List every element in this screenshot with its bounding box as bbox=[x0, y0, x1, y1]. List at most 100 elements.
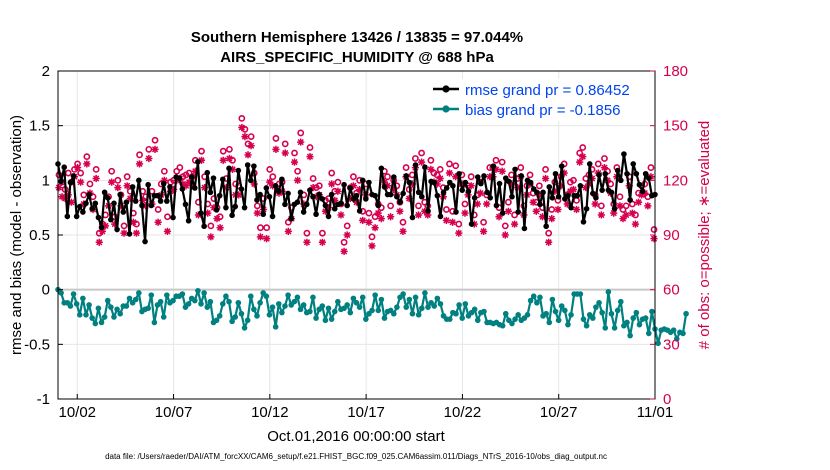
bias-point bbox=[593, 304, 599, 310]
obs-possible-point bbox=[263, 224, 271, 232]
rmse-point bbox=[645, 175, 652, 181]
rmse-point bbox=[257, 191, 263, 198]
right-tick-label: 120 bbox=[663, 172, 688, 189]
obs-possible-point bbox=[647, 164, 655, 171]
x-tick-label: 10/12 bbox=[251, 404, 289, 421]
obs-evaluated-point bbox=[108, 178, 116, 186]
bias-point bbox=[195, 287, 201, 294]
legend-bias-marker bbox=[442, 105, 450, 113]
rmse-point bbox=[366, 179, 372, 186]
bias-point bbox=[645, 330, 652, 337]
obs-evaluated-point bbox=[455, 229, 463, 237]
obs-possible-point bbox=[226, 145, 233, 153]
bias-point bbox=[319, 303, 326, 309]
obs-evaluated-point bbox=[266, 178, 274, 186]
obs-possible-point bbox=[315, 182, 323, 190]
bias-point bbox=[164, 292, 170, 298]
obs-evaluated-point bbox=[399, 227, 407, 235]
obs-evaluated-point bbox=[154, 218, 162, 226]
x-tick-label: 10/02 bbox=[58, 404, 96, 421]
bias-point bbox=[185, 301, 192, 307]
bias-point bbox=[310, 294, 316, 301]
bias-point bbox=[568, 312, 574, 318]
bias-point bbox=[157, 298, 164, 305]
obs-evaluated-point bbox=[145, 154, 153, 163]
rmse-point bbox=[568, 204, 574, 211]
bias-point bbox=[232, 314, 239, 320]
rmse-point bbox=[465, 188, 472, 195]
obs-evaluated-point bbox=[73, 163, 82, 172]
bias-point bbox=[313, 315, 319, 321]
rmse-point bbox=[406, 179, 413, 186]
bias-point bbox=[70, 291, 77, 297]
bias-point bbox=[104, 297, 111, 304]
obs-evaluated-point bbox=[325, 204, 333, 212]
obs-evaluated-point bbox=[631, 220, 640, 228]
rmse-point bbox=[558, 163, 565, 169]
obs-evaluated-point bbox=[628, 209, 636, 217]
bias-point bbox=[437, 301, 444, 307]
rmse-point bbox=[478, 180, 484, 187]
rmse-point bbox=[412, 162, 419, 168]
rmse-point bbox=[481, 173, 487, 179]
obs-evaluated-point bbox=[142, 202, 150, 210]
obs-evaluated-point bbox=[566, 187, 574, 195]
bias-series bbox=[55, 286, 689, 347]
obs-evaluated-point bbox=[58, 193, 66, 201]
bias-point bbox=[425, 304, 431, 310]
rmse-point bbox=[403, 173, 410, 179]
legend-bias-label: bias grand pr = -0.1856 bbox=[465, 102, 621, 119]
obs-evaluated-point bbox=[427, 165, 435, 173]
obs-evaluated-point bbox=[532, 207, 540, 215]
right-tick-label: 30 bbox=[663, 336, 680, 353]
rmse-point bbox=[437, 213, 444, 220]
bias-point bbox=[73, 301, 80, 307]
obs-evaluated-point bbox=[445, 169, 454, 177]
bias-point bbox=[630, 315, 637, 321]
rmse-point bbox=[142, 238, 148, 245]
bias-point bbox=[235, 299, 242, 306]
obs-possible-point bbox=[436, 165, 444, 173]
obs-possible-point bbox=[297, 129, 305, 137]
obs-possible-point bbox=[86, 180, 94, 188]
obs-evaluated-point bbox=[514, 184, 522, 192]
bias-point bbox=[275, 301, 282, 307]
bias-point bbox=[95, 305, 102, 312]
obs-evaluated-point bbox=[405, 194, 413, 203]
obs-possible-point bbox=[597, 202, 605, 210]
rmse-point bbox=[462, 179, 469, 186]
bias-point bbox=[369, 307, 375, 314]
rmse-point bbox=[328, 191, 335, 198]
bias-point bbox=[512, 316, 518, 322]
bias-point bbox=[614, 307, 621, 314]
obs-possible-point bbox=[294, 167, 302, 175]
rmse-point bbox=[213, 207, 220, 213]
obs-evaluated-point bbox=[92, 174, 100, 183]
bias-point bbox=[403, 304, 410, 310]
obs-evaluated-point bbox=[294, 176, 302, 184]
x-tick-label: 10/07 bbox=[155, 404, 193, 421]
obs-possible-point bbox=[281, 140, 289, 148]
bias-point bbox=[328, 316, 335, 322]
rmse-point bbox=[468, 221, 475, 227]
rmse-point bbox=[431, 179, 438, 186]
obs-evaluated-point bbox=[139, 196, 147, 204]
rmse-point bbox=[226, 165, 232, 172]
obs-possible-point bbox=[576, 149, 584, 157]
obs-evaluated-point bbox=[284, 227, 292, 235]
obs-evaluated-point bbox=[241, 133, 249, 141]
obs-evaluated-point bbox=[541, 174, 550, 183]
rmse-point bbox=[73, 213, 80, 220]
bias-point bbox=[499, 322, 506, 329]
rmse-point bbox=[574, 192, 581, 199]
obs-evaluated-point bbox=[600, 163, 609, 172]
bias-point bbox=[67, 303, 74, 309]
y-axis-left-label: rmse and bias (model - observation) bbox=[8, 115, 25, 355]
obs-possible-point bbox=[365, 209, 373, 217]
obs-evaluated-point bbox=[334, 187, 342, 195]
rmse-point bbox=[98, 224, 105, 231]
obs-evaluated-point bbox=[306, 153, 314, 161]
rmse-point bbox=[282, 201, 288, 208]
obs-evaluated-point bbox=[572, 205, 581, 214]
bias-point bbox=[216, 313, 223, 319]
